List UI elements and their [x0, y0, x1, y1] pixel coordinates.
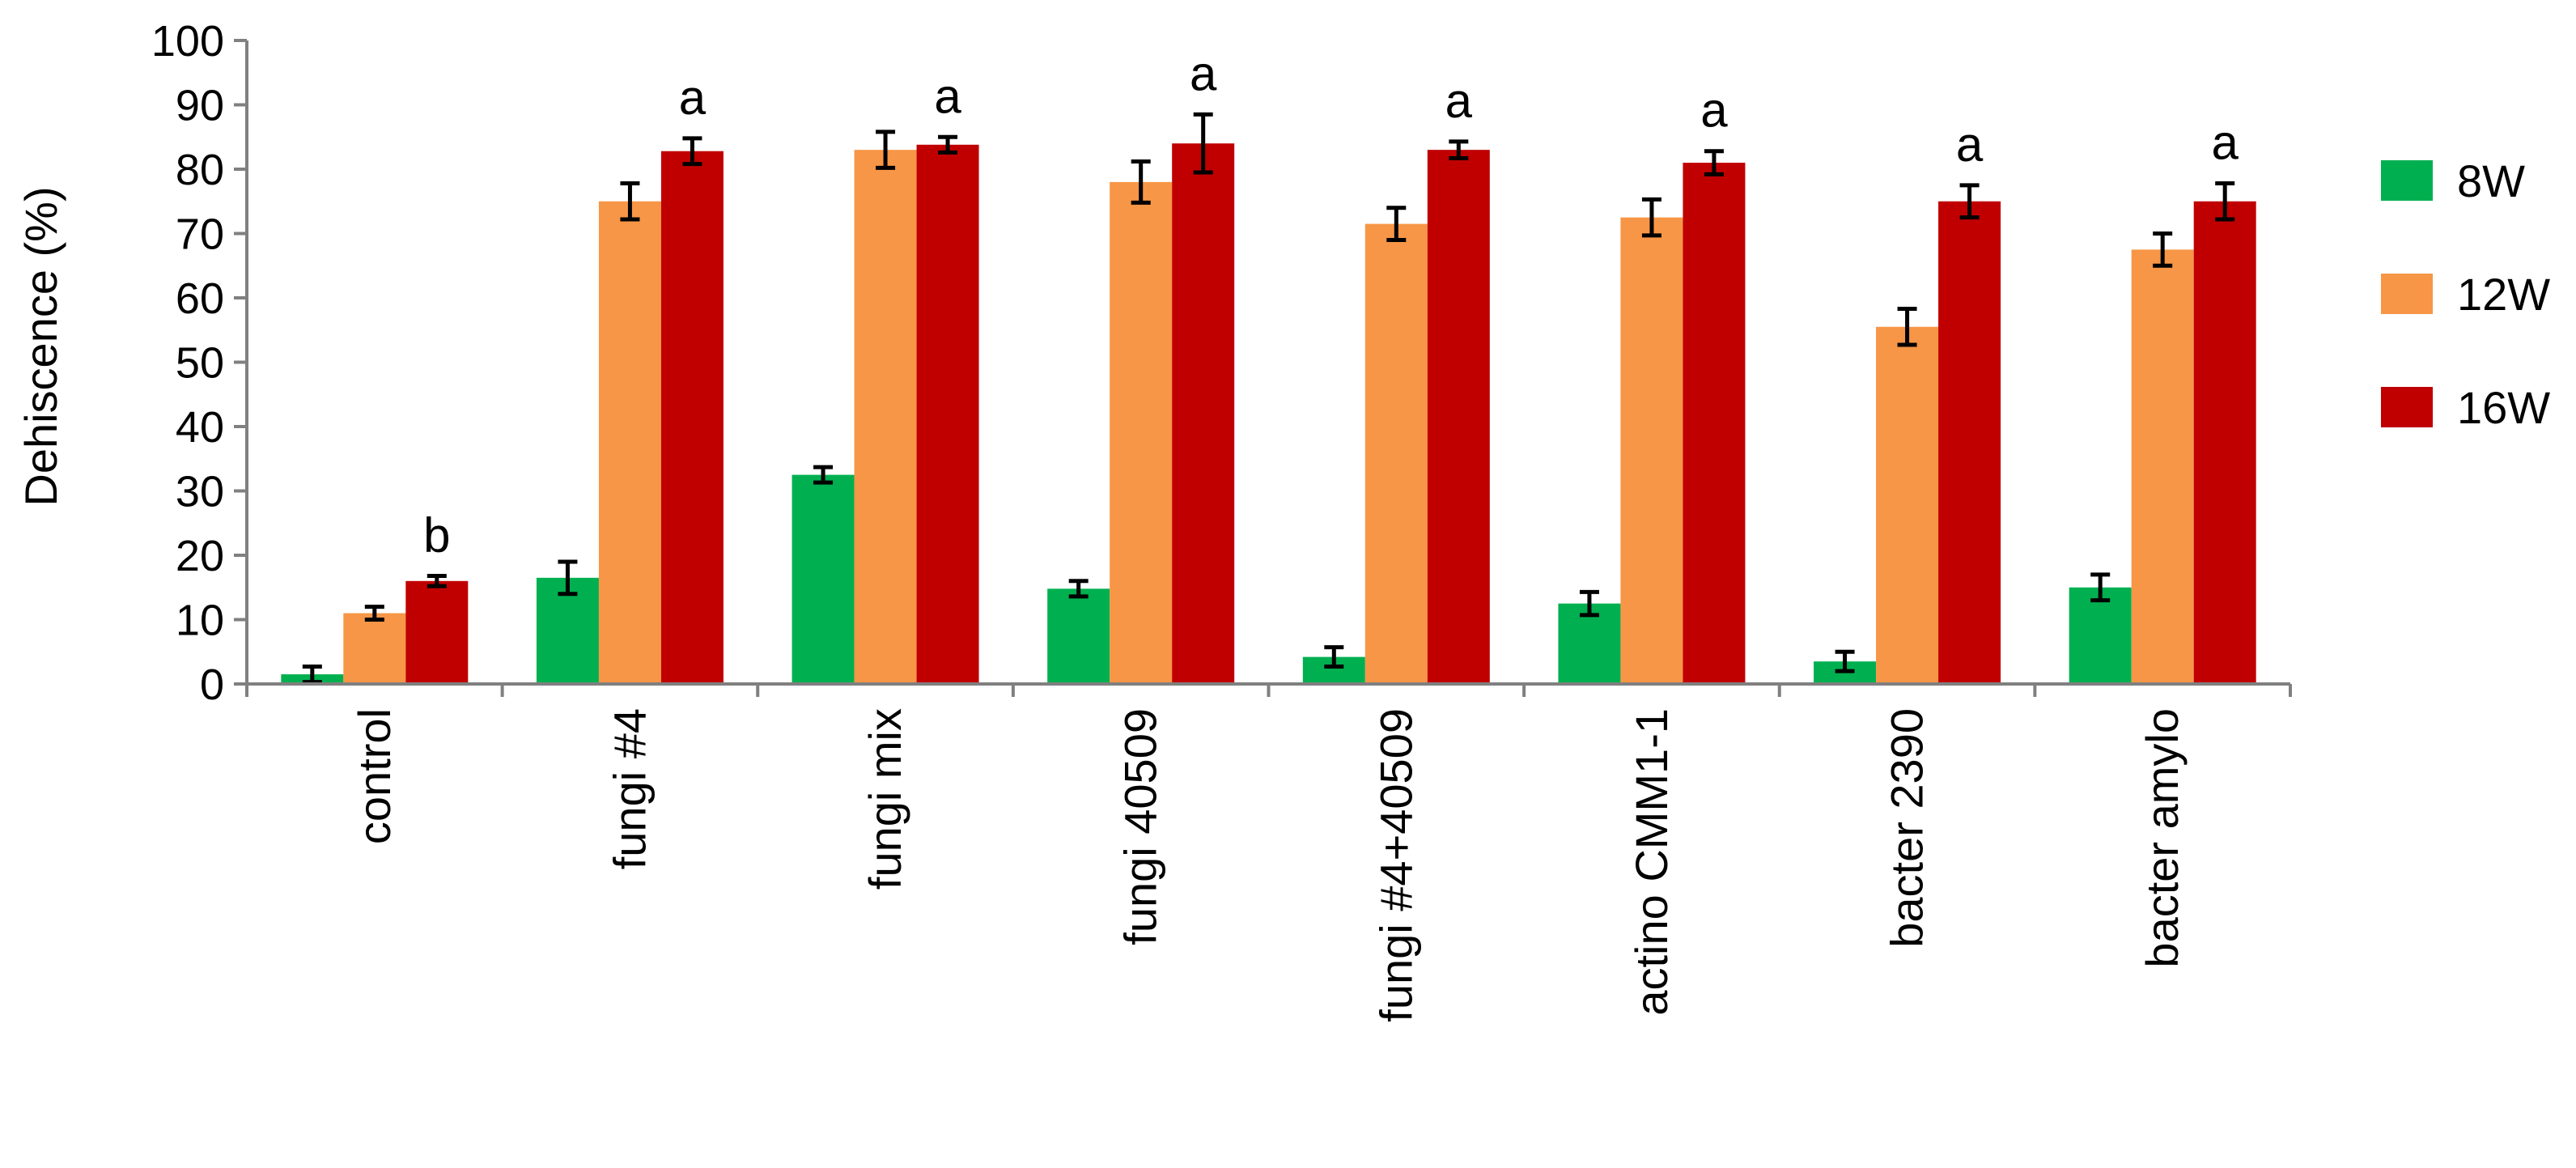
y-tick-label-20: 20: [176, 532, 224, 580]
axes-layer: [234, 39, 2292, 697]
error-bar-8W-2: [813, 465, 834, 485]
x-category-labels: control fungi #4 fungi mix fungi 40509 fungi…: [349, 708, 2188, 1022]
bar-12W-0: [343, 613, 406, 684]
legend-label: 8W: [2457, 155, 2525, 206]
error-bar-8W-6: [1835, 649, 1855, 673]
error-bar-12W-0: [364, 605, 384, 622]
significance-label-4: a: [1445, 74, 1473, 128]
y-tick-label-100: 100: [151, 17, 224, 66]
error-bar-12W-7: [2153, 231, 2173, 268]
error-bar-8W-4: [1324, 645, 1344, 669]
bar-8W-7: [2069, 587, 2132, 684]
error-bar-16W-5: [1704, 149, 1724, 176]
legend-swatch: [2381, 387, 2433, 427]
bar-8W-3: [1047, 588, 1110, 684]
error-bar-16W-2: [938, 134, 958, 155]
error-bar-16W-7: [2215, 181, 2235, 222]
y-tick-label-80: 80: [176, 146, 224, 194]
legend-item-8W: 8W: [2381, 155, 2525, 206]
significance-label-5: a: [1700, 83, 1728, 138]
legend-item-12W: 12W: [2381, 269, 2550, 320]
bars-layer: [281, 143, 2256, 685]
x-tick-label-2: fungi mix: [859, 708, 910, 890]
x-tick-label-7: bacter amylo: [2137, 708, 2188, 968]
legend-item-16W: 16W: [2381, 382, 2550, 433]
x-tick-label-4: fungi #4+40509: [1370, 708, 1421, 1022]
y-tick-label-90: 90: [176, 82, 224, 130]
error-bar-12W-6: [1897, 307, 1917, 347]
x-tick-label-5: actino CMM1-1: [1626, 708, 1677, 1016]
x-tick-label-1: fungi #4: [604, 708, 655, 869]
significance-label-3: a: [1190, 46, 1217, 100]
bar-16W-5: [1683, 163, 1746, 685]
error-bar-8W-7: [2090, 572, 2111, 603]
x-tick-label-3: fungi 40509: [1115, 708, 1166, 945]
error-bar-8W-1: [558, 559, 578, 597]
y-tick-label-30: 30: [176, 468, 224, 516]
bar-16W-7: [2193, 201, 2256, 684]
error-bars-layer: [302, 112, 2235, 685]
bar-12W-3: [1110, 181, 1173, 684]
bar-16W-3: [1172, 143, 1235, 684]
y-tick-label-50: 50: [176, 339, 224, 388]
error-bar-12W-5: [1641, 197, 1661, 238]
significance-label-2: a: [934, 69, 961, 123]
error-bar-16W-3: [1193, 112, 1213, 175]
error-bar-12W-1: [620, 181, 640, 222]
bar-8W-2: [791, 474, 855, 684]
significance-label-7: a: [2212, 115, 2239, 169]
bar-12W-5: [1620, 217, 1683, 684]
bar-12W-2: [854, 150, 917, 684]
bar-12W-4: [1364, 223, 1428, 684]
x-tick-label-6: bacter 2390: [1882, 708, 1933, 948]
bar-16W-1: [660, 151, 724, 685]
error-bar-16W-1: [682, 136, 702, 167]
y-tick-label-10: 10: [176, 597, 224, 645]
x-tick-label-0: control: [349, 708, 400, 844]
legend-swatch: [2381, 160, 2433, 201]
significance-label-6: a: [1956, 117, 1984, 172]
error-bar-16W-0: [427, 573, 447, 588]
bar-16W-6: [1938, 201, 2001, 684]
y-tick-label-60: 60: [176, 274, 224, 323]
legend: 8W 12W 16W: [2381, 155, 2550, 433]
error-bar-16W-6: [1959, 183, 1980, 220]
error-bar-8W-0: [302, 665, 322, 685]
error-bar-12W-2: [876, 130, 896, 170]
bar-12W-7: [2131, 249, 2194, 684]
significance-label-1: a: [679, 70, 707, 125]
error-bar-8W-5: [1579, 589, 1599, 618]
bar-16W-2: [916, 144, 979, 685]
y-tick-label-40: 40: [176, 403, 224, 452]
legend-label: 12W: [2457, 269, 2550, 320]
legend-label: 16W: [2457, 382, 2550, 433]
bar-16W-4: [1427, 150, 1490, 684]
bar-12W-1: [598, 201, 661, 684]
y-tick-label-0: 0: [200, 660, 224, 709]
significance-label-0: b: [423, 508, 450, 562]
legend-swatch: [2381, 274, 2433, 314]
y-tick-labels: 0 10 20 30 40 50 60 70 80 90 100: [151, 17, 224, 709]
error-bar-12W-3: [1131, 159, 1151, 205]
significance-labels-layer: b a a a a a a a: [423, 46, 2239, 562]
error-bar-12W-4: [1386, 206, 1407, 242]
bar-12W-6: [1876, 326, 1939, 684]
bar-16W-0: [405, 580, 469, 684]
y-tick-label-70: 70: [176, 210, 224, 259]
y-axis-title: Dehiscence (%): [15, 186, 66, 506]
error-bar-16W-4: [1449, 139, 1469, 160]
error-bar-8W-3: [1068, 579, 1089, 599]
